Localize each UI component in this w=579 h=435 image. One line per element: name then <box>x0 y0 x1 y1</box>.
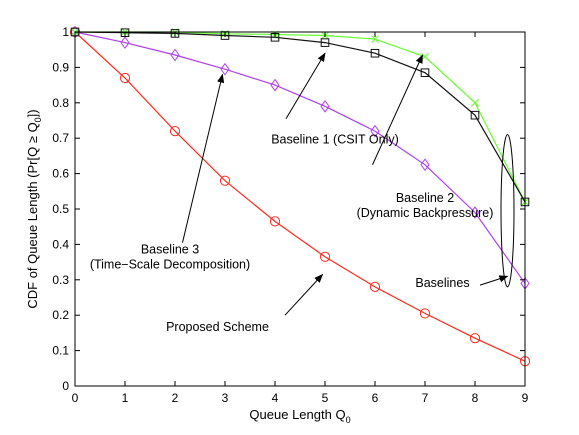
x-axis-label: Queue Length Q0 <box>249 407 350 425</box>
data-point-proposed <box>169 126 181 137</box>
data-point-baseline3 <box>220 62 230 76</box>
y-tick-label: 0.1 <box>52 344 69 358</box>
annotation-baseline1: Baseline 1 (CSIT Only) <box>271 133 399 147</box>
x-tick-label: 4 <box>272 391 279 405</box>
y-tick-label: 1 <box>62 25 69 39</box>
arrow-baseline2 <box>372 54 423 165</box>
data-point-baseline3 <box>170 48 180 62</box>
data-point-baseline2 <box>471 98 479 107</box>
data-point-baseline1 <box>370 48 380 58</box>
y-axis-label-subscript: 0 <box>33 117 43 122</box>
data-point-baseline2 <box>371 35 379 43</box>
series-line-proposed <box>74 31 526 362</box>
data-point-proposed <box>369 281 381 292</box>
data-point-baseline1 <box>470 110 480 120</box>
x-axis: 0 1 2 3 4 5 6 7 8 9 <box>72 32 529 405</box>
data-point-baseline3 <box>320 99 330 113</box>
annotation-baselines: Baselines <box>415 276 469 290</box>
annotation-baseline3-line-1: Baseline 3 <box>141 242 199 256</box>
data-point-proposed <box>119 72 131 84</box>
data-point-baseline1 <box>170 29 180 38</box>
y-tick-label: 0.7 <box>52 131 69 145</box>
y-tick-label: 0.2 <box>52 308 69 322</box>
data-point-baseline3 <box>420 158 430 172</box>
data-point-proposed <box>419 308 431 319</box>
y-tick-label: 0 <box>62 379 69 393</box>
annotation-baseline2-line-1: Baseline 2 <box>396 191 454 205</box>
data-point-baseline3 <box>270 78 280 92</box>
y-axis-label: CDF of Queue Length (Pr[Q ≥ Q0]) <box>25 109 43 308</box>
annotation-layer: Baseline 1 (CSIT Only) Baseline 2(Dynamic… <box>90 52 515 334</box>
baselines-ellipse <box>500 134 515 288</box>
y-tick-label: 0.8 <box>52 96 69 110</box>
arrow-baseline3 <box>182 73 225 243</box>
data-point-baseline3 <box>120 36 130 49</box>
x-tick-label: 5 <box>322 391 329 405</box>
x-axis-label-subscript: 0 <box>346 415 351 425</box>
y-tick-label: 0.3 <box>52 273 69 287</box>
x-tick-label: 9 <box>522 391 529 405</box>
series-baseline1 <box>70 27 530 207</box>
arrow-baseline1 <box>285 52 326 119</box>
plot-background <box>75 32 525 386</box>
x-tick-label: 7 <box>422 391 429 405</box>
arrow-baselines <box>479 275 509 286</box>
annotation-proposed: Proposed Scheme <box>166 320 269 334</box>
y-axis: 0 0.1 0.2 0.3 0.4 0.5 0.6 0.7 0.8 0.9 1 <box>52 25 525 393</box>
x-tick-label: 3 <box>222 391 229 405</box>
y-tick-label: 0.6 <box>52 167 69 181</box>
data-point-baseline1 <box>420 68 430 78</box>
series-line-baseline1 <box>74 31 526 203</box>
arrow-proposed <box>284 273 324 316</box>
x-tick-label: 1 <box>122 391 129 405</box>
data-point-proposed <box>469 333 481 344</box>
x-tick-label: 8 <box>472 391 479 405</box>
data-point-proposed <box>269 216 281 227</box>
x-tick-label: 6 <box>372 391 379 405</box>
data-point-baseline3 <box>370 124 380 138</box>
y-tick-label: 0.5 <box>52 202 69 216</box>
annotation-baseline2-line-2: (Dynamic Backpressure) <box>357 206 494 220</box>
data-point-proposed <box>219 175 231 186</box>
y-tick-label: 0.4 <box>52 237 69 251</box>
y-tick-label: 0.9 <box>52 60 69 74</box>
data-point-baseline3 <box>470 206 480 219</box>
data-point-baseline1 <box>320 38 330 47</box>
x-tick-label: 0 <box>72 391 79 405</box>
data-point-proposed <box>319 251 331 262</box>
annotation-baseline3-line-2: (Time−Scale Decomposition) <box>90 257 250 271</box>
x-tick-label: 2 <box>172 391 179 405</box>
